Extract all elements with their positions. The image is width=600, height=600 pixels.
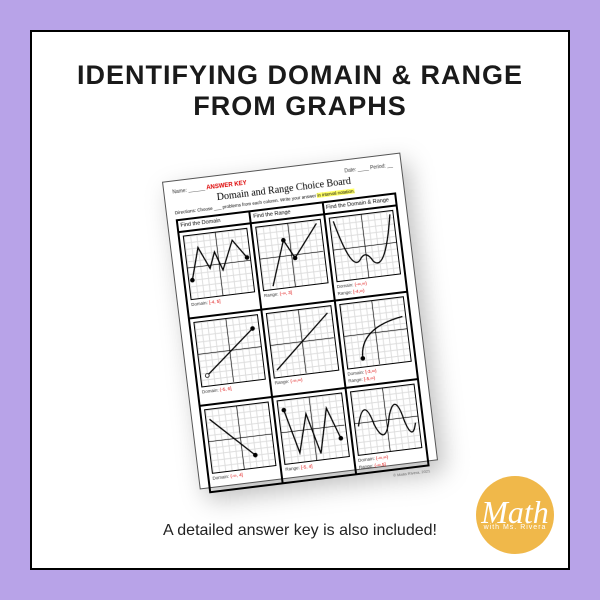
graph-cell: Range: (-∞, 3] xyxy=(251,215,334,311)
title-line-2: FROM GRAPHS xyxy=(32,91,568,122)
worksheet-grid: Find the DomainFind the RangeFind the Do… xyxy=(176,193,430,494)
content-card: IDENTIFYING DOMAIN & RANGE FROM GRAPHS N… xyxy=(30,30,570,570)
mini-graph xyxy=(266,306,339,379)
worksheet-preview: Name: ______ ANSWER KEY Date: ____ Perio… xyxy=(162,153,438,490)
mini-graph xyxy=(183,228,256,301)
graph-cell: Range: [-5, 4] xyxy=(272,388,355,484)
mini-graph xyxy=(339,297,412,370)
graph-cell: Domain: (-∞,∞)Range: (-∞,5] xyxy=(345,379,428,475)
graph-cell: Domain: (-5, 6] xyxy=(189,310,272,406)
graph-cell: Range: (-∞,∞) xyxy=(262,301,345,397)
graph-cell: Domain: [-4, 5] xyxy=(178,224,261,320)
graph-cell: Domain: (-∞, 4] xyxy=(200,397,283,493)
logo-sub-text: with Ms. Rivera xyxy=(484,525,547,531)
brand-logo: Math with Ms. Rivera xyxy=(476,476,554,554)
graph-cell: Domain: (-∞,∞)Range: [-4,∞) xyxy=(324,206,407,302)
mini-graph xyxy=(204,402,277,475)
mini-graph xyxy=(277,393,350,466)
mini-graph xyxy=(328,210,401,283)
worksheet-page: Name: ______ ANSWER KEY Date: ____ Perio… xyxy=(162,153,438,490)
mini-graph xyxy=(256,219,329,292)
title-line-1: IDENTIFYING DOMAIN & RANGE xyxy=(32,60,568,91)
main-title: IDENTIFYING DOMAIN & RANGE FROM GRAPHS xyxy=(32,32,568,122)
logo-main-text: Math xyxy=(481,498,549,527)
mini-graph xyxy=(193,315,266,388)
mini-graph xyxy=(350,384,423,457)
graph-cell: Domain: [-3,∞)Range: [-5,∞) xyxy=(334,292,417,388)
